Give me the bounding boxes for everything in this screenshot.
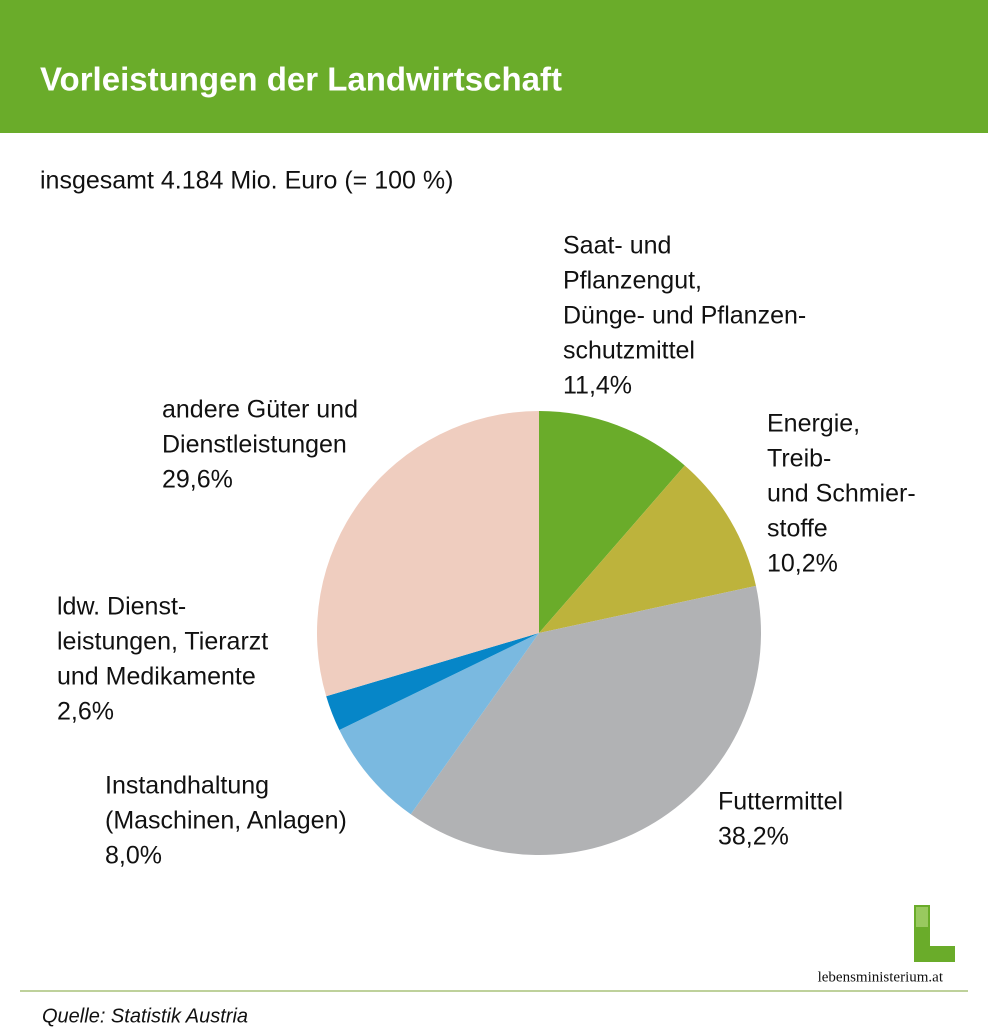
header-band (0, 0, 988, 133)
slice-label: ldw. Dienst- (57, 593, 186, 621)
slice-label: Dienstleistungen (162, 431, 347, 459)
slice-label: andere Güter und (162, 396, 358, 424)
slice-label: Instandhaltung (105, 772, 269, 800)
slice-label: und Medikamente (57, 663, 256, 691)
value-label: 38,2% (718, 823, 789, 851)
slice-label: Treib- (767, 445, 831, 473)
source: Quelle: Statistik Austria (42, 1005, 248, 1027)
chart-title: Vorleistungen der Landwirtschaft (40, 61, 562, 98)
slice-label: Saat- und (563, 232, 671, 260)
value-label: 29,6% (162, 466, 233, 494)
slice-label: und Schmier- (767, 480, 916, 508)
slice-label: Futtermittel (718, 788, 843, 816)
value-label: 11,4% (563, 372, 632, 400)
slice-label: leistungen, Tierarzt (57, 628, 268, 656)
slice-label: schutzmittel (563, 337, 695, 365)
value-label: 10,2% (767, 550, 838, 578)
slice-label: Energie, (767, 410, 860, 438)
logo-highlight (916, 907, 928, 927)
slice-label: (Maschinen, Anlagen) (105, 807, 347, 835)
pie-slice (410, 585, 761, 856)
pie-slice (539, 411, 685, 633)
slice-label: Dünge- und Pflanzen- (563, 302, 806, 330)
logo (914, 905, 955, 962)
pie-slice (339, 633, 539, 815)
subtitle: insgesamt 4.184 Mio. Euro (= 100 %) (40, 167, 453, 195)
pie-slice (316, 411, 539, 697)
logo-text: lebensministerium.at (818, 969, 944, 985)
value-label: 2,6% (57, 698, 114, 726)
logo-foot (914, 946, 955, 962)
pie-slice (539, 465, 756, 633)
value-label: 8,0% (105, 842, 162, 870)
pie-slice (326, 633, 539, 731)
slice-label: stoffe (767, 515, 828, 543)
slice-label: Pflanzengut, (563, 267, 702, 295)
